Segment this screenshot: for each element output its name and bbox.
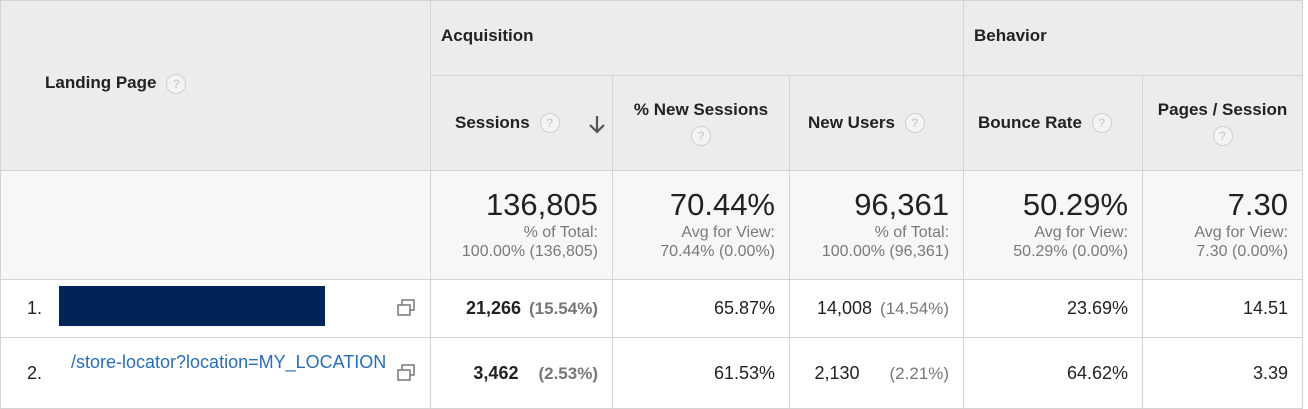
cell-share: (2.53%) [538,363,598,383]
totals-cell: 70.44% Avg for View: 70.44% (0.00%) [612,170,790,280]
cell: 65.87% [612,279,790,338]
total-value: 7.30 [1227,187,1289,222]
new-users-cell: 14,008 (14.54%) [788,279,965,338]
column-header[interactable]: Landing Page? [0,0,431,171]
open-link-icon[interactable] [396,363,416,383]
sessions-cell: 3,462 (2.53%) [430,337,613,409]
total-caption: % of Total: [523,224,598,241]
header-text: Pages / Session [1157,100,1288,119]
group-header: Acquisition [429,0,965,76]
help-icon[interactable]: ? [691,126,711,146]
data-row: 1. 21,266 (15.54%) 65.87% 14,008 (14.54%) … [0,279,1304,338]
data-row: 2. /store-locator?location=MY_LOCATION 3… [0,337,1304,409]
total-value: 136,805 [485,187,598,222]
cell: 23.69% [963,279,1144,338]
cell: 64.62% [963,337,1144,409]
total-detail: 70.44% (0.00%) [660,243,775,260]
total-caption: Avg for View: [1194,224,1289,241]
cell-share: (14.54%) [880,299,950,318]
totals-cell: 7.30 Avg for View: 7.30 (0.00%) [1142,170,1304,280]
sessions-cell: 21,266 (15.54%) [430,279,613,338]
cell-share: (15.54%) [529,299,598,318]
open-link-icon[interactable] [396,298,416,318]
cell-value: 3,462 [473,362,519,383]
total-caption: Avg for View: [681,224,775,241]
total-value: 96,361 [854,187,950,222]
group-header: Behavior [963,0,1304,76]
cell: 61.53% [612,337,790,409]
total-detail: 50.29% (0.00%) [1013,243,1129,260]
header-text: Bounce Rate [978,112,1082,132]
total-value: 50.29% [1022,187,1129,222]
totals-cell: 50.29% Avg for View: 50.29% (0.00%) [963,170,1144,280]
row-index: 1. [27,298,43,318]
page-cell: 2. /store-locator?location=MY_LOCATION [0,337,431,409]
help-icon[interactable]: ? [166,73,187,94]
cell: 3.39 [1142,337,1304,409]
column-header[interactable]: % New Sessions? [612,75,790,171]
help-icon[interactable]: ? [1212,126,1233,146]
new-users-cell: 2,130 (2.21%) [788,337,965,409]
redacted-page [59,286,325,326]
total-detail: 100.00% (96,361) [821,243,950,260]
totals-cell: 96,361 % of Total: 100.00% (96,361) [788,170,965,280]
page-cell: 1. [0,279,431,338]
sort-arrow [589,116,605,134]
page-link[interactable]: /store-locator?location=MY_LOCATION [71,352,387,372]
totals-row: 136,805 % of Total: 100.00% (136,805) 70.44… [0,170,1304,280]
cell: 14.51 [1142,279,1304,338]
cell-value: 21,266 [465,298,522,318]
totals-label-cell [0,170,431,280]
column-header[interactable]: Pages / Session? [1142,75,1304,171]
cell-value: 2,130 [814,362,860,383]
total-detail: 7.30 (0.00%) [1196,243,1289,260]
total-value: 70.44% [669,187,775,222]
header-text: Sessions [455,112,530,132]
help-icon[interactable]: ? [539,113,560,134]
totals-cell: 136,805 % of Total: 100.00% (136,805) [430,170,613,280]
total-detail: 100.00% (136,805) [461,243,598,260]
header-text: % New Sessions [633,100,769,119]
total-caption: % of Total: [874,224,950,241]
cell-share: (2.21%) [889,363,950,383]
header-text: Landing Page [45,73,157,92]
header-text: New Users [808,112,895,132]
column-header[interactable]: New Users? [788,75,965,171]
row-index: 2. [27,362,43,383]
cell-value: 14,008 [816,298,873,318]
help-icon[interactable]: ? [904,113,925,134]
column-header[interactable]: Sessions? [430,75,613,171]
help-icon[interactable]: ? [1091,113,1112,134]
column-header[interactable]: Bounce Rate? [963,75,1144,171]
total-caption: Avg for View: [1034,224,1129,241]
